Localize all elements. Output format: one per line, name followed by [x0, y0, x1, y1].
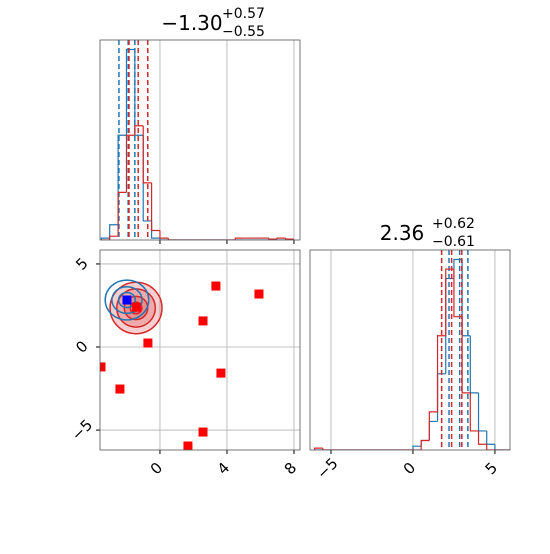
x-tick-label: −5: [313, 454, 341, 482]
point: [216, 368, 226, 378]
title-minus: −0.55: [222, 24, 265, 40]
point: [254, 289, 264, 299]
x-tick-label: 0: [147, 459, 166, 478]
histogram-step: [134, 125, 144, 136]
histogram-step: [150, 182, 160, 232]
histogram-step: [461, 316, 471, 394]
contour: [117, 291, 137, 309]
panel-title: 2.36: [380, 221, 425, 245]
histogram-step: [412, 445, 422, 450]
histogram-step: [284, 238, 294, 240]
y-tick-label: 5: [72, 254, 91, 273]
histogram-step: [117, 191, 127, 237]
histogram-step: [313, 447, 323, 450]
y-tick-label: 0: [72, 337, 91, 356]
y-tick-label: −5: [68, 416, 96, 444]
x-tick-label: 5: [482, 459, 501, 478]
point: [143, 338, 153, 348]
plot-area: [100, 40, 295, 240]
histogram-step: [461, 259, 471, 337]
histogram-step: [477, 430, 487, 445]
point: [198, 427, 208, 437]
histogram-step: [150, 220, 160, 239]
plot-area: [313, 250, 510, 450]
point: [122, 295, 132, 305]
point: [183, 441, 193, 450]
histogram-step: [469, 335, 479, 394]
plot-area: [100, 250, 300, 450]
histogram-step: [453, 258, 463, 279]
title-minus: −0.61: [432, 234, 475, 250]
histogram-step: [469, 392, 479, 432]
point: [211, 281, 221, 291]
histogram-step: [134, 49, 144, 136]
x-tick-label: 0: [400, 459, 419, 478]
axes-frame: [309, 249, 511, 451]
histogram-step: [234, 237, 244, 240]
title-median: −1.30: [161, 11, 222, 35]
point: [198, 316, 208, 326]
histogram-step: [276, 237, 286, 240]
histogram-step: [125, 134, 135, 193]
point: [132, 302, 142, 312]
histogram-step: [167, 238, 177, 240]
histogram-step: [428, 411, 438, 441]
histogram-step: [322, 448, 331, 450]
histogram-step: [268, 238, 278, 240]
histogram-step: [100, 237, 110, 240]
histogram-step: [159, 230, 169, 239]
histogram-step: [486, 430, 495, 445]
point: [115, 384, 125, 394]
histogram-step: [109, 235, 119, 240]
histogram-step: [159, 238, 169, 240]
axes-frame: [99, 249, 301, 451]
histogram-step: [477, 392, 487, 432]
title-median: 2.36: [380, 221, 425, 245]
panel-title: −1.30: [161, 11, 222, 35]
histogram-step: [445, 277, 454, 374]
histogram-step: [420, 439, 430, 450]
x-tick-label: 4: [214, 459, 233, 478]
histogram-step: [486, 444, 495, 450]
histogram-step: [428, 420, 438, 441]
histogram-step: [109, 224, 119, 239]
x-tick-label: 8: [281, 459, 300, 478]
histogram-step: [142, 125, 152, 184]
title-plus: +0.57: [222, 6, 265, 22]
histogram-step: [494, 444, 504, 450]
contour: [111, 285, 143, 315]
histogram-step: [420, 439, 430, 447]
point: [100, 362, 106, 372]
histogram-step: [453, 269, 463, 318]
contour: [104, 279, 150, 321]
histogram-step: [125, 48, 135, 136]
title-plus: +0.62: [432, 216, 475, 232]
axes-frame: [99, 39, 301, 241]
histogram-step: [436, 335, 446, 412]
